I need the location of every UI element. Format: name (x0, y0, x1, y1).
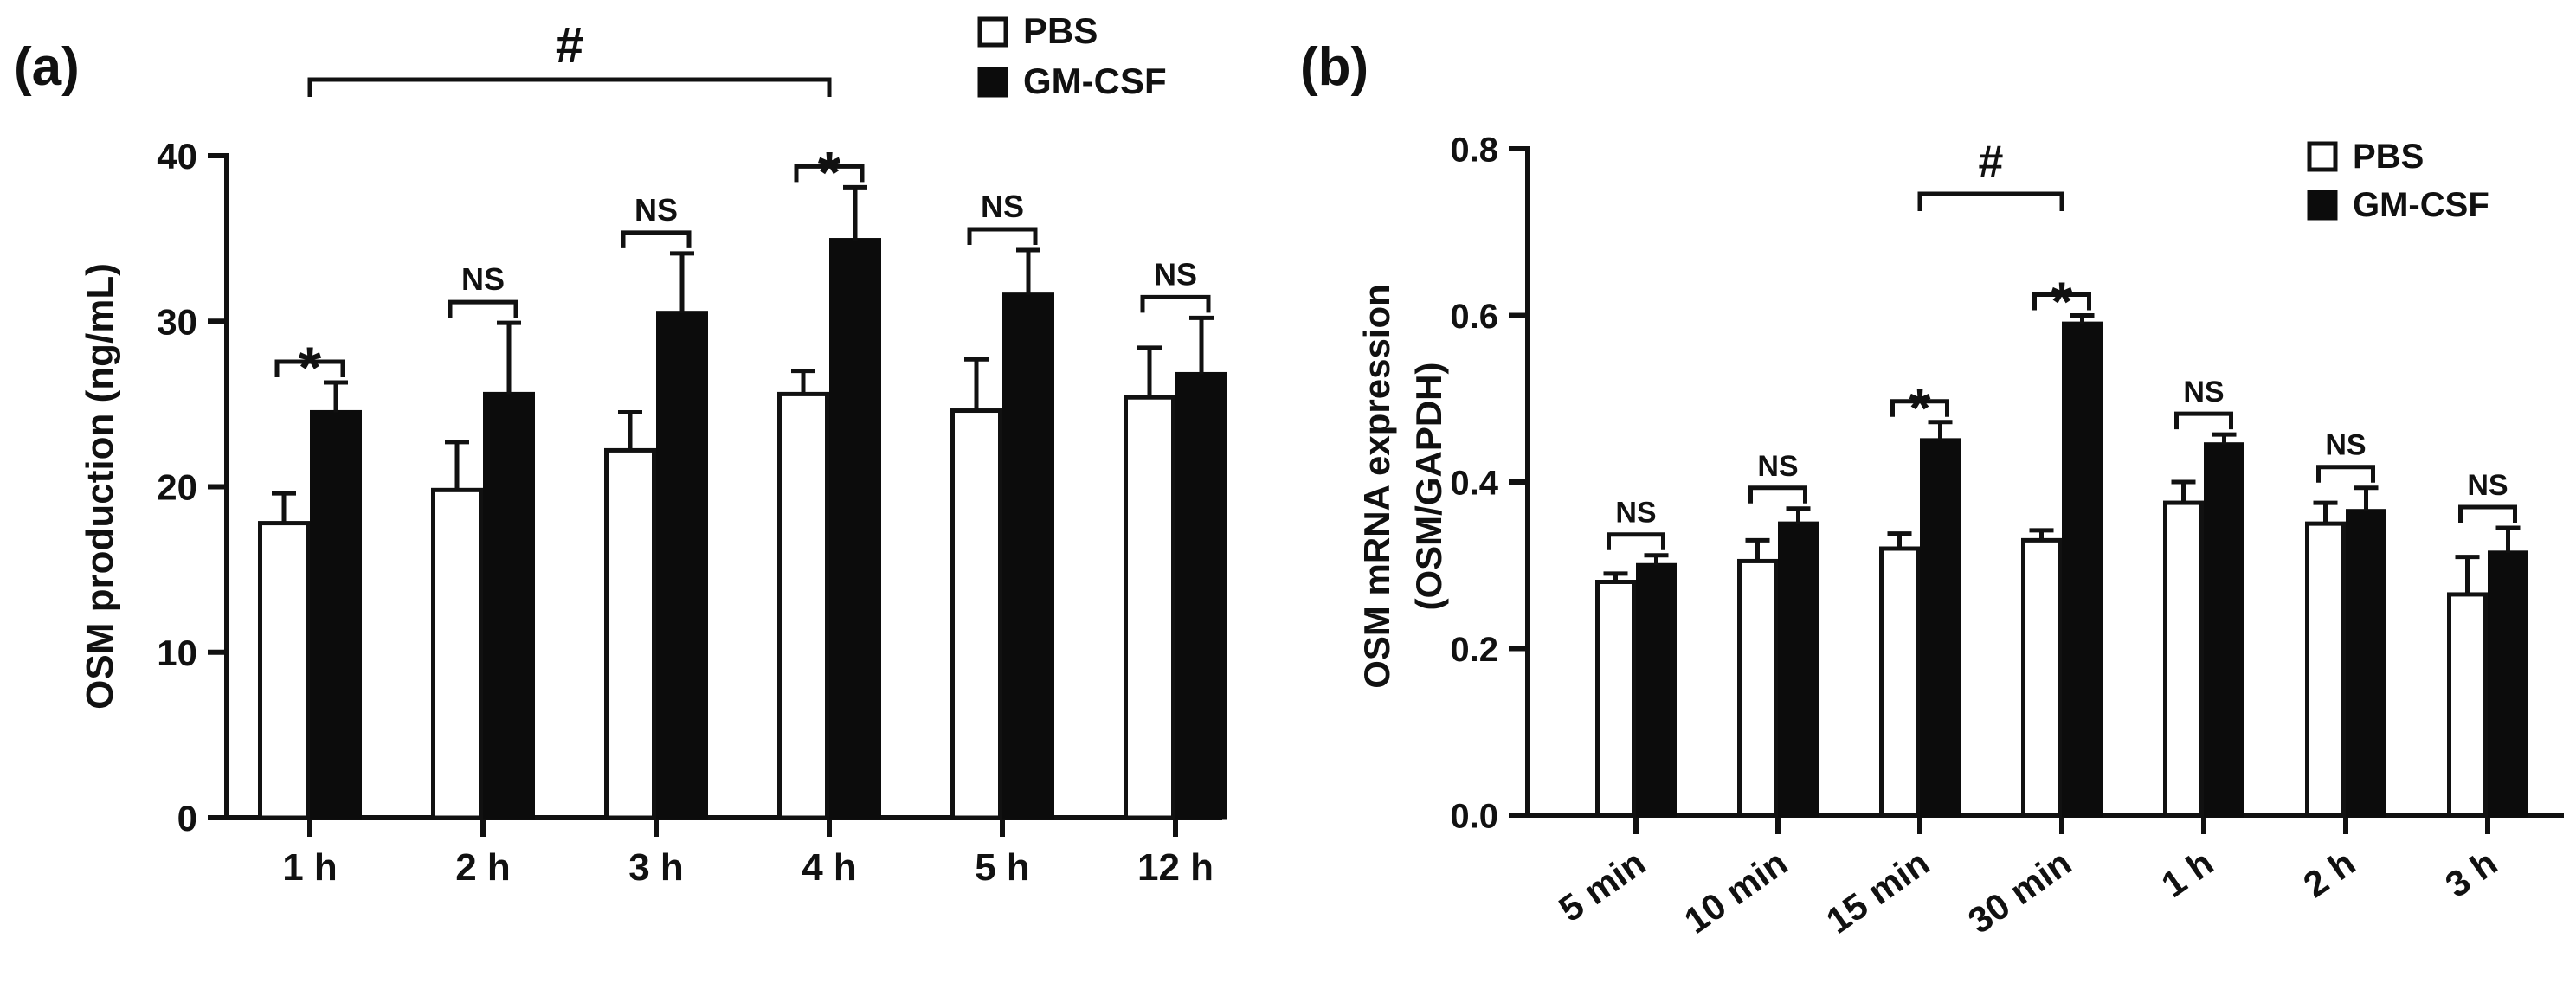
pbs-bar (2447, 592, 2488, 818)
x-tick-label: 1 h (282, 846, 338, 889)
gm-csf-bar (829, 238, 881, 820)
legend-swatch (2307, 190, 2338, 221)
significance-ns: NS (634, 192, 678, 228)
panel-b: (b) 0.0 0.2 0.4 0.6 0.8 OSM mRNA expression (OS… (1300, 37, 2564, 941)
gm-csf-bar (1636, 562, 1677, 818)
gm-csf-bar (2346, 509, 2386, 818)
significance-bracket (2316, 465, 2375, 483)
gm-csf-bar (1920, 438, 1961, 818)
legend-swatch (2307, 141, 2338, 172)
y-tick-label: 0.2 (1450, 631, 1498, 669)
gm-csf-bar (483, 391, 535, 820)
gm-csf-bar (2488, 550, 2528, 818)
y-tick-label: 0.0 (1450, 797, 1498, 835)
significance-star: * (818, 139, 841, 205)
y-tick-label: 0.6 (1450, 298, 1498, 336)
hash-significance-label: # (1979, 137, 2004, 187)
significance-bracket (1890, 399, 1949, 417)
significance-bracket (1748, 485, 1807, 504)
gm-csf-bar (656, 311, 708, 820)
x-tick-label: 30 min (1961, 842, 2078, 941)
panel-label: (b) (1300, 37, 1368, 97)
y-axis-label: OSM mRNA expression (1356, 284, 1397, 689)
y-tick-label: 0.8 (1450, 131, 1498, 169)
pbs-bar (1737, 558, 1778, 818)
x-tick-label: 3 h (628, 846, 684, 889)
legend-swatch (977, 67, 1008, 98)
gm-csf-bar (1175, 371, 1227, 820)
y-tick-label: 0.4 (1450, 464, 1498, 502)
pbs-bar (604, 447, 656, 820)
significance-bracket (1140, 294, 1211, 313)
pbs-bar (950, 408, 1002, 820)
legend-label: GM-CSF (1023, 61, 1167, 101)
hash-comparison-bracket (307, 77, 832, 97)
pbs-bar (431, 487, 483, 820)
significance-ns: NS (2325, 429, 2366, 462)
x-tick-label: 5 h (975, 846, 1030, 889)
panel-label: (a) (14, 37, 80, 97)
significance-bracket (2458, 504, 2517, 523)
significance-bracket (621, 230, 692, 248)
significance-ns: NS (2467, 469, 2508, 502)
hash-comparison-bracket (1917, 191, 2064, 211)
x-tick-label: 2 h (455, 846, 511, 889)
pbs-bar (1124, 395, 1175, 820)
legend-label: PBS (2353, 138, 2424, 176)
legend-swatch (977, 16, 1008, 48)
gm-csf-bar (1778, 521, 1819, 818)
y-axis-label: OSM production (ng/mL) (79, 263, 121, 710)
significance-star: * (1909, 377, 1931, 440)
y-axis-label-2: (OSM/GAPDH) (1408, 363, 1449, 611)
pbs-bar (1595, 580, 1636, 818)
gm-csf-bar (2204, 442, 2244, 818)
legend-label: PBS (1023, 10, 1098, 51)
x-tick-label: 15 min (1819, 842, 1936, 941)
significance-bracket (2032, 292, 2091, 311)
significance-ns: NS (1615, 497, 1656, 530)
significance-ns: NS (1757, 450, 1798, 483)
y-tick-label: 20 (157, 467, 197, 508)
x-tick-label: 3 h (2438, 842, 2504, 905)
pbs-bar (2163, 500, 2204, 818)
significance-bracket (1607, 532, 1665, 550)
panel-a: (a) 0 10 20 30 40 OSM production (ng/mL) 1 h * 2 … (14, 10, 1227, 889)
pbs-bar (2021, 537, 2062, 818)
significance-star: * (299, 335, 322, 401)
significance-bracket (967, 227, 1038, 246)
x-tick-label: 12 h (1137, 846, 1214, 889)
significance-bracket (448, 299, 518, 318)
significance-ns: NS (2183, 376, 2224, 408)
pbs-bar (2305, 521, 2346, 818)
pbs-bar (258, 521, 310, 820)
significance-bracket (794, 164, 865, 183)
x-tick-label: 5 min (1551, 842, 1652, 929)
hash-significance-label: # (556, 17, 583, 74)
y-tick-label: 30 (157, 301, 197, 342)
pbs-bar (1879, 546, 1920, 818)
gm-csf-bar (310, 409, 362, 820)
pbs-bar (777, 391, 829, 820)
x-tick-label: 2 h (2296, 842, 2362, 905)
significance-bracket (274, 359, 345, 378)
y-tick-label: 0 (177, 798, 197, 838)
gm-csf-bar (1002, 292, 1054, 820)
significance-bracket (2174, 411, 2233, 430)
y-tick-label: 40 (157, 136, 197, 177)
significance-ns: NS (981, 189, 1024, 224)
y-tick-label: 10 (157, 633, 197, 673)
x-tick-label: 1 h (2154, 842, 2220, 905)
legend-label: GM-CSF (2353, 186, 2489, 224)
x-tick-label: 10 min (1677, 842, 1794, 941)
significance-star: * (2051, 271, 2073, 333)
x-tick-label: 4 h (802, 846, 857, 889)
significance-ns: NS (461, 261, 505, 297)
significance-ns: NS (1154, 256, 1197, 292)
gm-csf-bar (2062, 321, 2103, 818)
